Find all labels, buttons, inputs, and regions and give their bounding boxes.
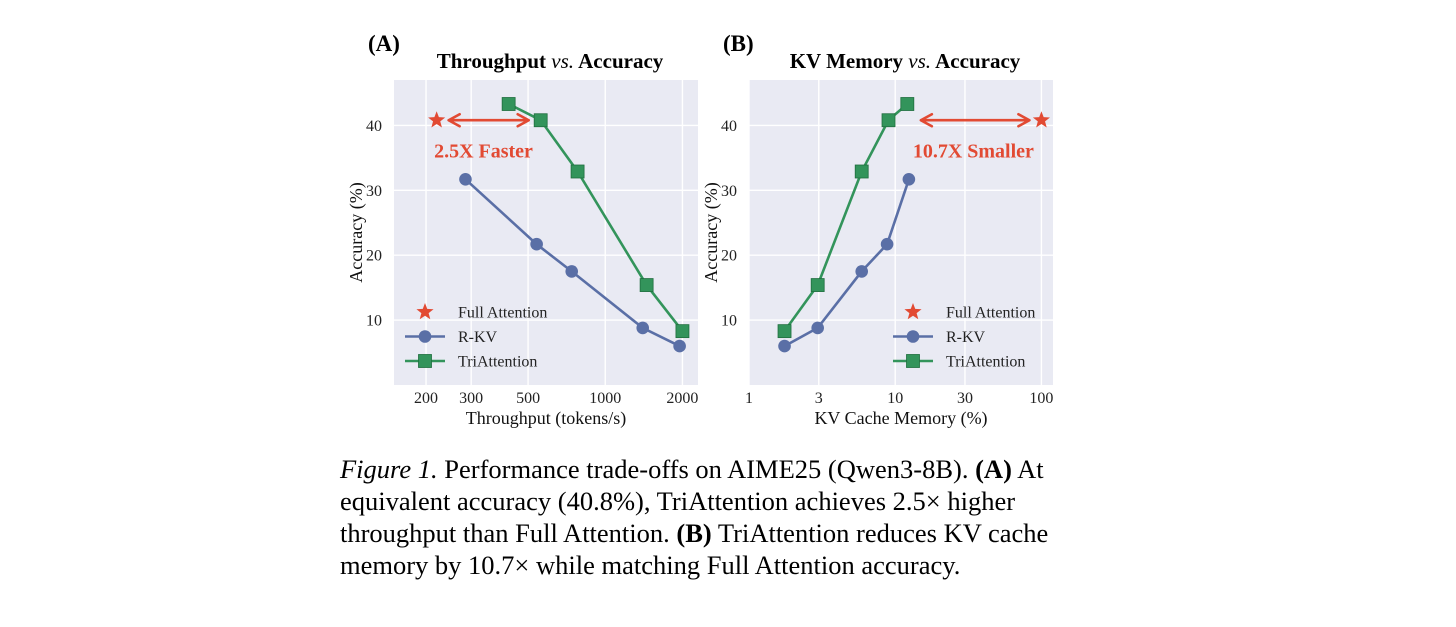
panel-label: (B) bbox=[723, 31, 754, 56]
arrow-head-left bbox=[447, 112, 461, 128]
legend-label: R-KV bbox=[946, 329, 986, 346]
data-point bbox=[811, 321, 824, 335]
arrow-head-right bbox=[1017, 112, 1031, 128]
chart-title: Throughput vs. Accuracy bbox=[437, 49, 664, 73]
y-tick-label: 20 bbox=[366, 248, 382, 265]
series-triattention bbox=[501, 97, 690, 339]
legend-marker bbox=[418, 354, 432, 368]
plot-area bbox=[394, 80, 698, 385]
legend-marker bbox=[416, 303, 434, 320]
x-tick-label: 200 bbox=[414, 390, 438, 407]
caption-ref-a: (A) bbox=[975, 454, 1012, 484]
data-point bbox=[459, 172, 472, 186]
data-point bbox=[810, 278, 825, 292]
y-tick-label: 30 bbox=[366, 183, 382, 200]
legend-marker bbox=[906, 354, 920, 368]
series-full_attention bbox=[428, 111, 446, 128]
x-tick-label: 10 bbox=[887, 390, 903, 407]
legend-label: Full Attention bbox=[458, 305, 547, 322]
chart-title-part: Accuracy bbox=[931, 49, 1021, 73]
data-point bbox=[639, 278, 654, 292]
y-tick-label: 30 bbox=[721, 183, 737, 200]
x-axis-label: Throughput (tokens/s) bbox=[466, 408, 626, 429]
figure-svg: 200 300 500 1000 2000 10 20 30 40 Throughput (tok… bbox=[346, 31, 1053, 429]
chart-title-part: KV Memory bbox=[790, 49, 909, 73]
legend-marker bbox=[906, 330, 920, 343]
panel-b: 1 3 10 30 100 10 20 30 40 KV Cache Memory (%) Accu… bbox=[701, 31, 1053, 429]
data-point bbox=[900, 97, 915, 111]
series-triattention bbox=[777, 97, 915, 339]
data-point bbox=[501, 97, 516, 111]
arrow-head-right bbox=[516, 112, 530, 128]
data-point bbox=[565, 265, 579, 278]
data-point bbox=[777, 324, 792, 339]
annotation-text: 10.7X Smaller bbox=[913, 141, 1034, 163]
y-tick-label: 40 bbox=[366, 118, 382, 135]
data-point bbox=[673, 339, 686, 353]
data-point bbox=[428, 111, 446, 128]
data-point bbox=[854, 164, 869, 179]
data-point bbox=[902, 172, 916, 186]
legend: Full Attention R-KV TriAttention bbox=[893, 303, 1035, 371]
data-point bbox=[636, 321, 650, 335]
caption-text-2: At equivalent accuracy (40.8%), TriAtten… bbox=[340, 454, 1044, 548]
caption-text-3: TriAttention reduces KV cache memory by … bbox=[340, 518, 1049, 580]
figure-caption: Figure 1. Performance trade-offs on AIME… bbox=[340, 453, 1100, 581]
series-full_attention bbox=[1032, 111, 1050, 128]
chart-title: KV Memory vs. Accuracy bbox=[790, 49, 1021, 73]
x-tick-label: 2000 bbox=[666, 390, 698, 407]
x-tick-label: 30 bbox=[957, 390, 973, 407]
data-point bbox=[533, 113, 548, 128]
chart-title-part: Throughput bbox=[437, 49, 552, 73]
data-point bbox=[855, 265, 869, 278]
legend-label: TriAttention bbox=[946, 354, 1025, 371]
data-point bbox=[530, 237, 543, 251]
arrow-head-left bbox=[919, 112, 934, 128]
legend-label: TriAttention bbox=[458, 354, 537, 371]
data-point bbox=[778, 339, 791, 353]
legend-marker bbox=[904, 303, 922, 320]
annotation-text: 2.5X Faster bbox=[434, 141, 533, 163]
data-point bbox=[570, 164, 585, 179]
caption-text-1: Performance trade-offs on AIME25 (Qwen3-… bbox=[437, 454, 976, 484]
x-tick-label: 1 bbox=[745, 390, 753, 407]
series-rkv bbox=[778, 172, 916, 353]
y-axis-label: Accuracy (%) bbox=[346, 182, 367, 282]
x-tick-label: 500 bbox=[516, 390, 540, 407]
chart-title-part: vs. bbox=[551, 49, 574, 73]
y-tick-label: 40 bbox=[721, 118, 737, 135]
legend: Full Attention R-KV TriAttention bbox=[405, 303, 547, 371]
legend-label: R-KV bbox=[458, 329, 498, 346]
plot-area bbox=[749, 80, 1053, 385]
x-tick-label: 100 bbox=[1029, 390, 1053, 407]
data-point bbox=[880, 237, 894, 251]
panel-label: (A) bbox=[368, 31, 400, 56]
caption-ref-b: (B) bbox=[676, 518, 712, 548]
data-point bbox=[881, 113, 896, 128]
panel-a: 200 300 500 1000 2000 10 20 30 40 Throughput (tok… bbox=[346, 31, 698, 429]
legend-label: Full Attention bbox=[946, 305, 1035, 322]
chart-title-part: Accuracy bbox=[574, 49, 664, 73]
x-tick-label: 3 bbox=[815, 390, 823, 407]
data-point bbox=[675, 324, 690, 339]
x-tick-label: 1000 bbox=[589, 390, 621, 407]
legend-marker bbox=[418, 330, 432, 343]
data-point bbox=[1032, 111, 1050, 128]
y-tick-label: 10 bbox=[366, 313, 382, 330]
series-rkv bbox=[459, 172, 686, 353]
y-tick-label: 20 bbox=[721, 248, 737, 265]
y-tick-label: 10 bbox=[721, 313, 737, 330]
x-axis-label: KV Cache Memory (%) bbox=[814, 408, 987, 429]
chart-title-part: vs. bbox=[908, 49, 931, 73]
y-axis-label: Accuracy (%) bbox=[701, 182, 722, 282]
caption-label: Figure 1. bbox=[340, 454, 438, 484]
x-tick-label: 300 bbox=[459, 390, 483, 407]
